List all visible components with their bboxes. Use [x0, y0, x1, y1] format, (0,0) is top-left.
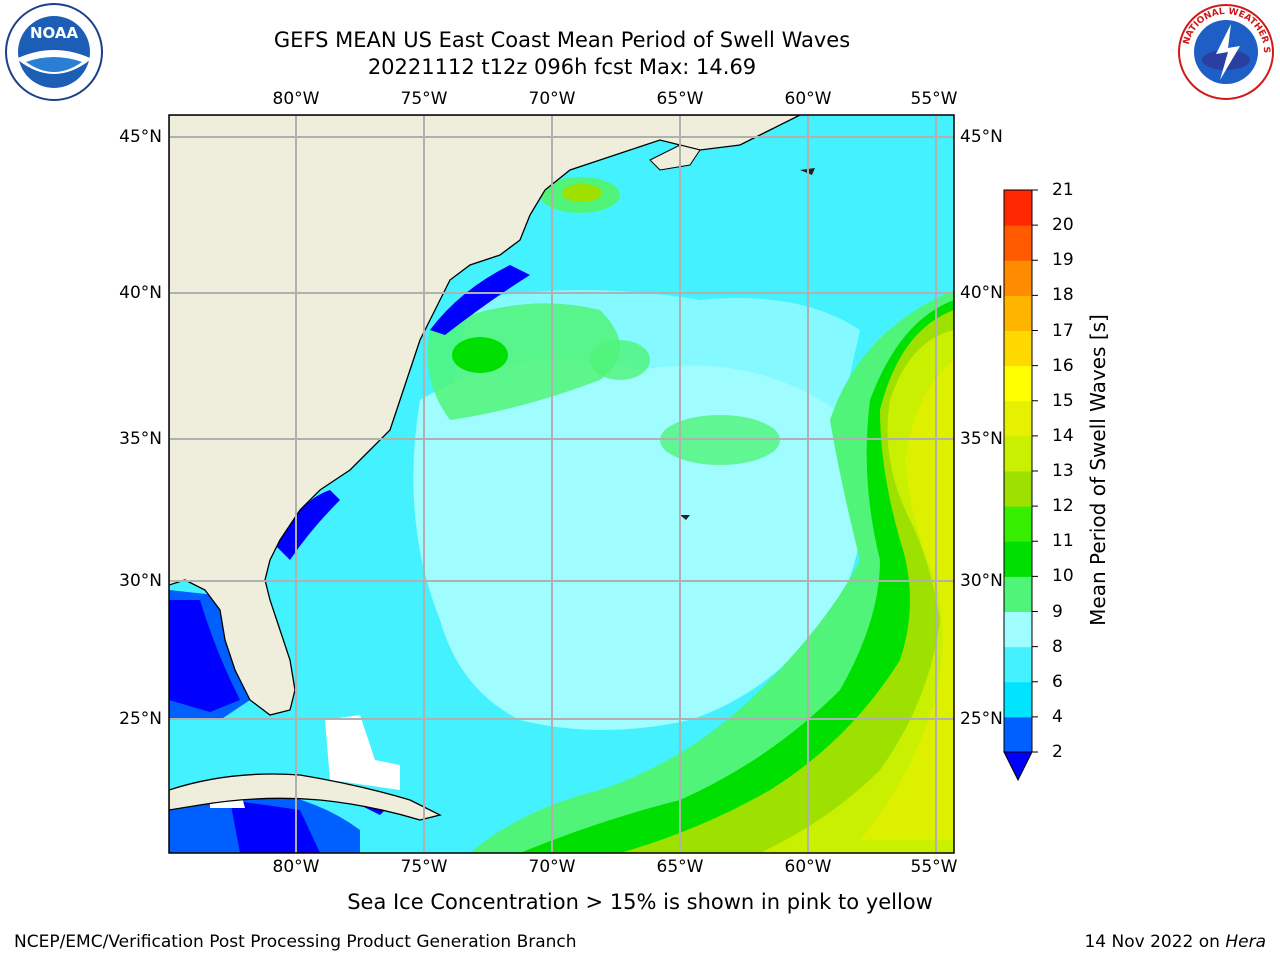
lat-label-right: 35°N	[960, 429, 1003, 449]
colorbar-tick-label: 6	[1052, 671, 1063, 692]
colorbar-tick-label: 4	[1052, 706, 1063, 727]
colorbar-tick-label: 11	[1052, 531, 1074, 552]
footer-date: 14 Nov 2022 on Hera	[1084, 932, 1266, 952]
colorbar-tick-label: 12	[1052, 496, 1074, 517]
lat-label-right: 30°N	[960, 571, 1003, 591]
colorbar-segment	[1004, 400, 1032, 437]
colorbar-tick-label: 9	[1052, 601, 1063, 622]
colorbar-segment	[1004, 611, 1032, 648]
colorbar-tick-label: 19	[1052, 250, 1074, 271]
lon-label-bottom: 55°W	[910, 857, 958, 877]
colorbar-tick-label: 13	[1052, 461, 1074, 481]
colorbar	[1003, 189, 1038, 782]
lat-label-right: 45°N	[960, 127, 1003, 147]
coastal-blue	[430, 265, 530, 335]
lon-label-top: 55°W	[910, 89, 958, 109]
sea-ice-note: Sea Ice Concentration > 15% is shown in …	[347, 890, 933, 914]
colorbar-segment	[1004, 681, 1032, 718]
colorbar-segment	[1004, 646, 1032, 683]
noaa-logo-text: NOAA	[30, 24, 79, 42]
lon-label-bottom: 80°W	[272, 857, 320, 877]
chart-subtitle: 20221112 t12z 096h fcst Max: 14.69	[367, 55, 757, 79]
colorbar-tick-label: 10	[1052, 566, 1074, 587]
colorbar-segment	[1004, 260, 1032, 296]
lat-label-right: 25°N	[960, 709, 1003, 729]
noaa-logo: NOAA	[4, 2, 104, 102]
colorbar-extend-min	[1003, 751, 1033, 782]
lat-label-left: 35°N	[119, 429, 162, 449]
colorbar-segment	[1004, 435, 1032, 472]
lat-label-left: 25°N	[119, 709, 162, 729]
colorbar-tick-label: 14	[1052, 425, 1074, 446]
colorbar-tick-label: 15	[1052, 390, 1074, 411]
lon-label-top: 80°W	[272, 89, 320, 109]
colorbar-segment	[1004, 506, 1032, 542]
footer-credit: NCEP/EMC/Verification Post Processing Pr…	[14, 932, 577, 952]
lon-label-top: 65°W	[656, 89, 704, 109]
colorbar-tick-label: 2	[1052, 742, 1063, 762]
lon-label-top: 75°W	[400, 89, 448, 109]
footer-date-text: 14 Nov 2022 on	[1084, 932, 1226, 952]
colorbar-tick-label: 18	[1052, 285, 1074, 306]
graticule	[169, 115, 954, 853]
lat-label-left: 30°N	[119, 571, 162, 591]
footer-host: Hera	[1225, 932, 1266, 952]
lon-label-top: 60°W	[784, 89, 832, 109]
colorbar-tick-label: 20	[1052, 215, 1074, 236]
land-cuba	[169, 773, 442, 821]
colorbar-title: Mean Period of Swell Waves [s]	[1086, 314, 1110, 626]
nws-logo: NATIONAL WEATHER SERVICE	[1176, 2, 1276, 102]
colorbar-segment	[1004, 295, 1032, 331]
lat-label-left: 45°N	[119, 127, 162, 147]
chart-title: GEFS MEAN US East Coast Mean Period of S…	[273, 28, 851, 52]
lat-label-left: 40°N	[119, 283, 162, 303]
map-frame	[168, 114, 955, 854]
lon-label-bottom: 70°W	[528, 857, 576, 877]
colorbar-tick-label: 16	[1052, 355, 1074, 376]
colorbar-segment	[1004, 330, 1032, 367]
colorbar-tick-label: 17	[1052, 320, 1074, 341]
colorbar-segment	[1004, 225, 1032, 261]
colorbar-segment	[1004, 471, 1032, 507]
colorbar-segment	[1004, 716, 1032, 753]
colorbar-segment	[1004, 190, 1032, 226]
colorbar-segment	[1004, 576, 1032, 612]
colorbar-segment	[1004, 365, 1032, 402]
colorbar-tick-label: 21	[1052, 180, 1074, 200]
map-field	[169, 115, 954, 853]
colorbar-tick-label: 8	[1052, 636, 1063, 657]
lon-label-bottom: 75°W	[400, 857, 448, 877]
lat-label-right: 40°N	[960, 283, 1003, 303]
lon-label-top: 70°W	[528, 89, 576, 109]
colorbar-segment	[1004, 541, 1032, 577]
lon-label-bottom: 60°W	[784, 857, 832, 877]
lon-label-bottom: 65°W	[656, 857, 704, 877]
